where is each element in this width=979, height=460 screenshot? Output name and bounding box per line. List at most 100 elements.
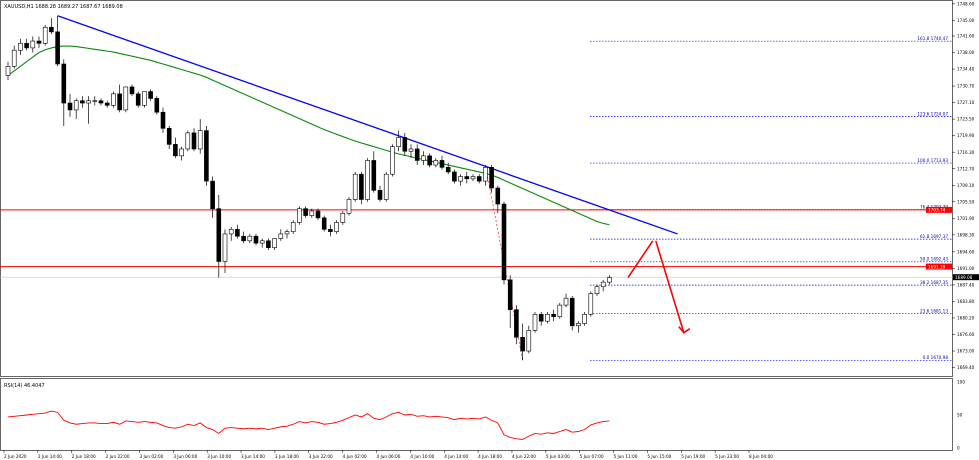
price-tick-label: 1673.00 <box>957 349 975 354</box>
time-tick-label: 5 Jun 03:00 <box>546 454 570 459</box>
moving-average-line <box>7 45 610 226</box>
bull-candle <box>433 160 439 166</box>
time-tick-label: 2 Jun 14:00 <box>38 454 62 459</box>
bear-candle <box>210 180 215 209</box>
moving-average-layer <box>7 45 610 226</box>
bear-candle <box>321 217 327 230</box>
projection-down-stroke <box>655 240 685 333</box>
bull-candle <box>526 330 532 352</box>
bear-candle <box>489 167 494 189</box>
bear-candle <box>464 176 470 180</box>
time-tick-label: 2 Jun 22:00 <box>106 454 130 459</box>
bear-candle <box>235 229 240 237</box>
bull-candle <box>92 100 98 102</box>
bull-candle <box>607 277 612 283</box>
fib-level-label: 123.6 1724.07 <box>917 111 948 116</box>
bull-candle <box>594 286 600 294</box>
price-tick-label: 1694.60 <box>957 249 975 254</box>
bull-candle <box>346 199 352 214</box>
bull-candle <box>111 93 116 106</box>
price-tick-label: 1691.00 <box>957 266 975 271</box>
projection-arrowhead <box>678 326 691 334</box>
bull-candle <box>197 130 203 150</box>
bull-candle <box>297 208 302 223</box>
fib-level-label: 61.8 1697.37 <box>920 234 948 239</box>
time-tick-label: 4 Jun 02:00 <box>343 454 367 459</box>
bull-candle <box>458 176 463 182</box>
bear-candle <box>328 229 333 232</box>
bull-candle <box>383 173 389 200</box>
price-tick-label: 1687.40 <box>957 283 975 288</box>
price-tick-label: 1723.50 <box>957 117 975 122</box>
bull-candle <box>340 212 346 223</box>
bear-candle <box>514 309 519 338</box>
bull-candle <box>309 210 315 216</box>
arrows-layer <box>627 240 691 334</box>
bear-candle <box>520 336 525 352</box>
time-tick-label: 3 Jun 18:00 <box>275 454 299 459</box>
bull-candle <box>185 132 191 150</box>
price-tick-label: 1738.00 <box>957 50 975 55</box>
bull-candle <box>588 293 594 315</box>
bull-candle <box>557 304 563 317</box>
resistance-label: 1703.74 <box>928 208 946 213</box>
price-tick-label: 1698.30 <box>957 232 975 237</box>
bull-candle <box>222 233 228 262</box>
price-tick-label: 1727.10 <box>957 100 975 105</box>
bear-candle <box>538 313 544 322</box>
rsi-tick-label: 50 <box>957 413 963 418</box>
bear-candle <box>98 100 104 104</box>
current-price-label: 1689.08 <box>955 275 973 280</box>
bear-candle <box>80 100 85 104</box>
bull-candle <box>408 148 414 152</box>
bear-candle <box>427 155 432 166</box>
bear-candle <box>104 102 110 106</box>
price-tick-label: 1741.60 <box>957 34 975 39</box>
price-tick-label: 1683.80 <box>957 299 975 304</box>
time-tick-label: 5 Jun 11:00 <box>614 454 638 459</box>
time-tick-label: 5 Jun 23:00 <box>715 454 739 459</box>
rsi-title: RSI(14) 46.4047 <box>4 383 45 389</box>
candles-layer <box>5 15 612 361</box>
bear-candle <box>204 130 209 182</box>
resistance-label: 1691.39 <box>928 264 946 269</box>
bull-candle <box>30 40 36 49</box>
time-tick-label: 4 Jun 14:00 <box>444 454 468 459</box>
bear-candle <box>476 176 482 182</box>
fib-level-label: 38.2 1687.35 <box>920 280 948 285</box>
bear-candle <box>24 43 29 49</box>
price-tick-label: 1676.60 <box>957 332 975 337</box>
bear-candle <box>61 63 67 104</box>
bull-candle <box>11 49 17 67</box>
bull-candle <box>272 238 277 249</box>
bull-candle <box>582 313 587 324</box>
bull-candle <box>334 222 339 232</box>
time-tick-label: 5 Jun 19:00 <box>681 454 705 459</box>
bull-candle <box>278 233 284 239</box>
resistance-label-bg <box>926 263 952 270</box>
time-tick-label: 3 Jun 06:00 <box>173 454 197 459</box>
descending-trendline <box>57 15 678 235</box>
time-tick-label: 3 Jun 10:00 <box>207 454 231 459</box>
time-tick-label: 2 Jun 2020 <box>4 454 27 459</box>
bear-candle <box>36 40 42 44</box>
fib-level-label: 161.8 1740.47 <box>917 36 948 41</box>
bear-candle <box>129 86 135 95</box>
bull-candle <box>600 281 606 288</box>
fib-level-label: 100.0 1713.93 <box>917 158 948 163</box>
price-tick-label: 1709.10 <box>957 183 975 188</box>
bull-candle <box>365 160 370 200</box>
bear-candle <box>216 208 222 262</box>
time-tick-label: 4 Jun 18:00 <box>478 454 502 459</box>
time-tick-label: 3 Jun 14:00 <box>241 454 265 459</box>
bull-candle <box>352 173 358 200</box>
bull-candle <box>179 148 184 157</box>
bull-candle <box>545 313 550 322</box>
bear-candle <box>371 160 377 191</box>
bear-candle <box>439 160 445 168</box>
bull-candle <box>483 167 488 182</box>
bull-candle <box>576 323 581 327</box>
bear-candle <box>402 137 408 152</box>
bull-candle <box>73 100 79 111</box>
bear-candle <box>117 93 122 111</box>
